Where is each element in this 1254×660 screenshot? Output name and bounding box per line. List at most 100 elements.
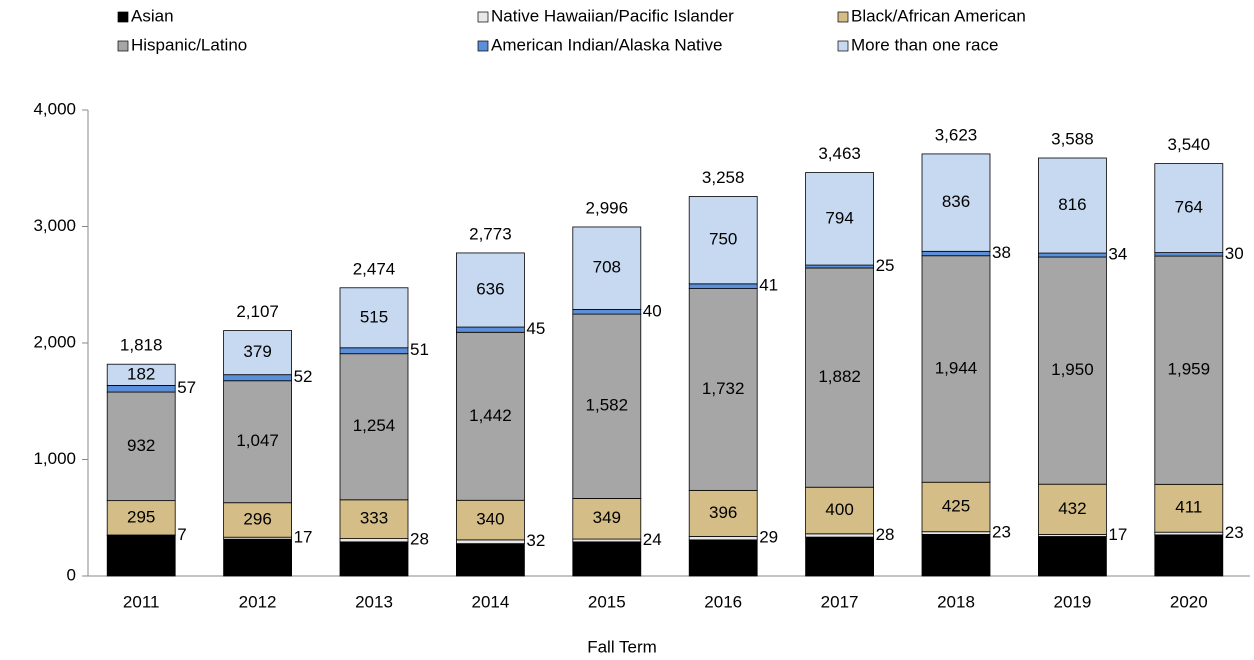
legend-swatch xyxy=(837,11,849,23)
bar-segment xyxy=(688,288,758,491)
bar-segment xyxy=(921,250,991,257)
y-tick-label: 2,000 xyxy=(33,332,76,351)
total-label: 2,773 xyxy=(469,224,512,243)
bar-segment xyxy=(805,267,874,488)
data-label: 794 xyxy=(825,208,853,227)
bar-segment xyxy=(106,500,176,536)
data-label: 23 xyxy=(1225,523,1244,542)
legend-swatch xyxy=(837,40,849,52)
data-label: 1,047 xyxy=(236,431,279,450)
bar-segment xyxy=(688,283,758,289)
data-label: 932 xyxy=(127,436,155,455)
data-label: 1,254 xyxy=(353,416,396,435)
total-label: 1,818 xyxy=(120,336,163,355)
bar-segment xyxy=(921,153,991,252)
bar-segment xyxy=(106,535,176,577)
bar-segment xyxy=(921,255,991,483)
data-label: 1,950 xyxy=(1051,360,1094,379)
data-label: 515 xyxy=(360,307,388,326)
data-label: 45 xyxy=(526,319,545,338)
bar-segment xyxy=(455,331,525,501)
data-label: 432 xyxy=(1058,499,1086,518)
data-label: 339 xyxy=(1058,546,1086,565)
legend-label: Asian xyxy=(131,6,174,25)
data-label: 23 xyxy=(992,523,1011,542)
y-tick-label: 4,000 xyxy=(33,99,76,118)
data-label: 764 xyxy=(1175,198,1203,217)
total-label: 3,258 xyxy=(702,168,745,187)
bar-segment xyxy=(455,326,525,333)
data-label: 349 xyxy=(593,508,621,527)
total-label: 3,540 xyxy=(1168,135,1211,154)
data-label: 411 xyxy=(1175,498,1202,517)
bar-segment xyxy=(1154,534,1224,577)
data-label: 7 xyxy=(177,525,186,544)
data-label: 51 xyxy=(410,340,429,359)
bar-segment xyxy=(572,313,642,499)
data-label: 1,442 xyxy=(469,406,512,425)
data-label: 1,882 xyxy=(818,367,861,386)
bar-segment xyxy=(688,539,758,577)
bar-segment xyxy=(339,287,409,349)
total-label: 3,623 xyxy=(935,125,978,144)
bar-segment xyxy=(572,541,642,577)
bar-segment xyxy=(339,541,409,577)
bar-segment xyxy=(455,499,525,541)
bar-segment xyxy=(572,538,642,543)
bar-segment xyxy=(572,226,642,310)
bar-segment xyxy=(223,538,293,577)
data-label: 425 xyxy=(942,496,970,515)
data-label: 708 xyxy=(593,258,621,277)
bar-segment xyxy=(688,536,758,541)
bar-segment xyxy=(1038,157,1107,254)
total-label: 2,996 xyxy=(586,198,629,217)
data-label: 295 xyxy=(127,507,155,526)
bar-segment xyxy=(1154,531,1224,536)
legend-label: Black/African American xyxy=(851,6,1026,25)
bar-segment xyxy=(455,252,525,328)
bar-segment xyxy=(339,347,409,355)
bar-segment xyxy=(572,498,642,540)
data-label: 1,944 xyxy=(935,358,978,377)
legend-label: More than one race xyxy=(851,35,998,54)
bar-segment xyxy=(1154,483,1224,533)
x-tick-label: 2020 xyxy=(1170,592,1208,611)
total-label: 3,588 xyxy=(1051,129,1094,148)
data-label: 345 xyxy=(127,545,155,564)
data-label: 816 xyxy=(1058,195,1086,214)
legend-swatch xyxy=(117,40,129,52)
bar-segment xyxy=(921,531,991,535)
data-label: 1,582 xyxy=(586,396,629,415)
bar-segment xyxy=(455,539,525,545)
data-label: 17 xyxy=(1108,525,1127,544)
legend-swatch xyxy=(477,11,489,23)
data-label: 353 xyxy=(1175,545,1203,564)
data-label: 310 xyxy=(709,547,737,566)
x-axis-title: Fall Term xyxy=(587,637,657,656)
x-tick-label: 2017 xyxy=(821,592,859,611)
data-label: 340 xyxy=(476,510,504,529)
data-label: 1,732 xyxy=(702,379,745,398)
legend-label: American Indian/Alaska Native xyxy=(491,35,723,54)
legend-swatch xyxy=(477,40,489,52)
data-label: 278 xyxy=(476,549,504,568)
data-label: 34 xyxy=(1108,245,1127,264)
x-tick-label: 2013 xyxy=(355,592,393,611)
bar-segment xyxy=(106,391,176,502)
bar-segment xyxy=(223,330,293,376)
data-label: 636 xyxy=(476,279,504,298)
data-label: 17 xyxy=(294,528,313,547)
bar-segment xyxy=(805,536,874,577)
data-label: 334 xyxy=(825,546,853,565)
bar-segment xyxy=(805,264,874,269)
y-tick-label: 3,000 xyxy=(33,216,76,235)
bar-segment xyxy=(106,363,176,386)
y-tick-label: 1,000 xyxy=(33,449,76,468)
data-label: 40 xyxy=(643,301,662,320)
bar-segment xyxy=(805,486,874,535)
total-label: 3,463 xyxy=(818,144,861,163)
bar-segment xyxy=(688,489,758,537)
data-label: 182 xyxy=(127,364,155,383)
